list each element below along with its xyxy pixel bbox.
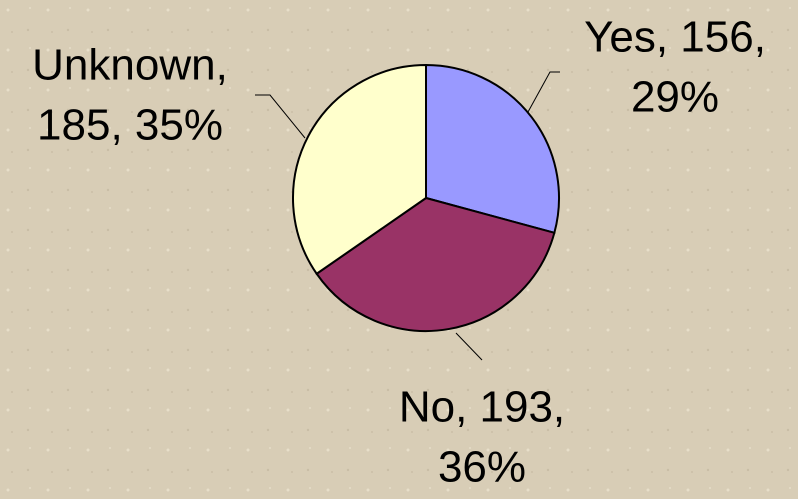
slice-label: Yes, 156, [584,13,766,62]
slice-label: No, 193, [399,383,565,432]
leader-line [255,94,306,139]
leader-line [527,71,560,113]
pie-slice [315,196,556,332]
slice-label: Unknown, [32,41,228,90]
slice-label: 36% [438,443,526,492]
slice-label: 29% [631,73,719,122]
pie-slice [292,63,427,276]
leader-line [455,332,483,361]
pie-slice [425,63,560,235]
slice-label: 185, 35% [37,101,223,150]
pie [292,63,560,332]
